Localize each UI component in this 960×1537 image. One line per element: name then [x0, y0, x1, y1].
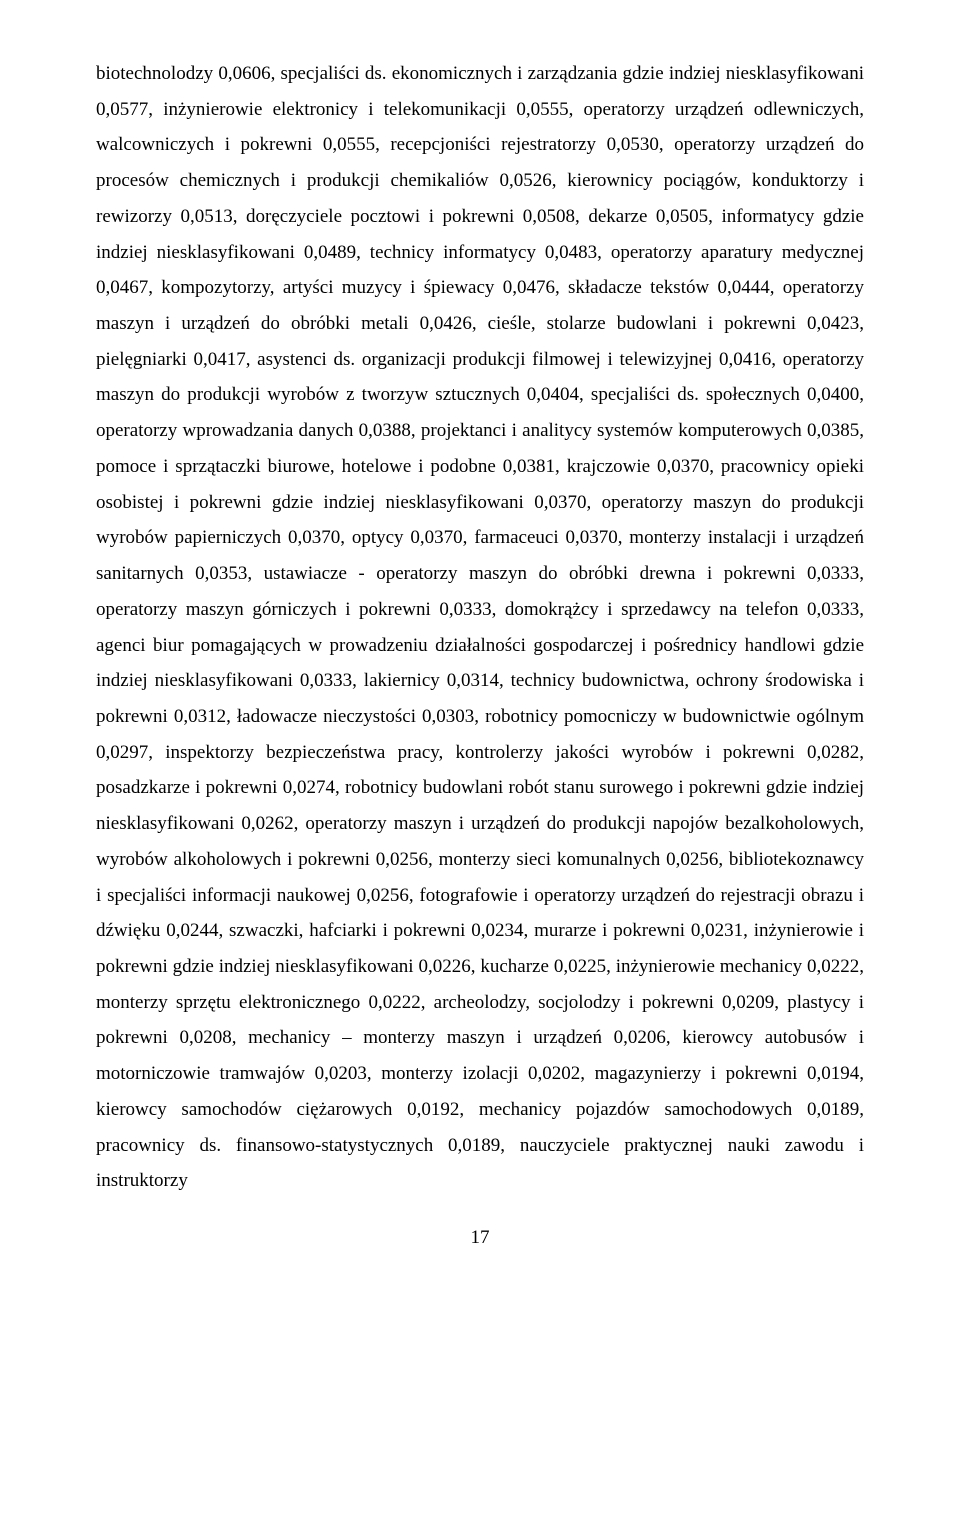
body-paragraph: biotechnolodzy 0,0606, specjaliści ds. e… — [96, 56, 864, 1199]
document-page: biotechnolodzy 0,0606, specjaliści ds. e… — [0, 0, 960, 1537]
page-number: 17 — [96, 1227, 864, 1249]
